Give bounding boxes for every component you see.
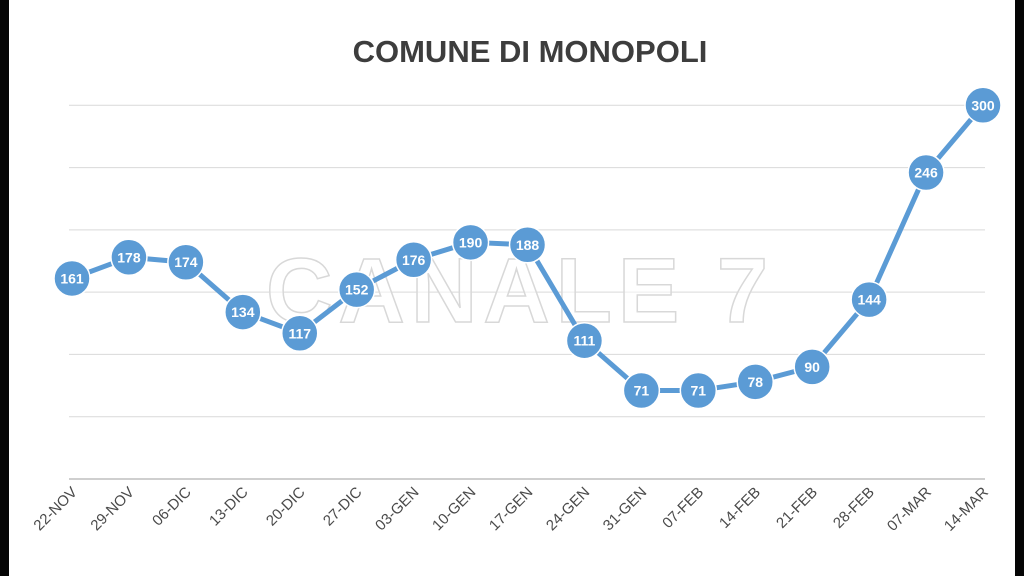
data-point-marker [622,371,661,410]
x-tick-label: 17-GEN [486,484,536,534]
x-tick-label: 29-NOV [87,484,137,534]
data-point-14-FEB: 78 [736,363,774,401]
data-point-31-GEN: 71 [622,371,661,410]
x-tick-label: 14-FEB [716,484,764,532]
x-tick-label: 13-DIC [206,484,252,530]
x-tick-label: 20-DIC [263,484,309,530]
data-point-06-DIC: 174 [167,243,205,281]
data-label: 190 [459,234,483,250]
data-point-marker [964,86,1002,125]
data-point-marker [736,363,774,401]
data-point-13-DIC: 134 [224,293,262,331]
data-point-03-GEN: 176 [394,241,433,279]
data-label: 188 [516,237,540,253]
data-point-marker [565,321,604,360]
data-label: 90 [804,359,820,375]
x-tick-labels: 22-NOV 29-NOV 06-DIC 13-DIC 20-DIC 27-DIC 03-G… [30,484,991,535]
data-point-marker [337,270,376,309]
chart-title: COMUNE DI MONOPOLI [353,34,708,69]
data-point-marker [167,243,205,281]
data-point-marker [53,259,91,298]
data-label: 178 [117,249,141,265]
data-point-marker [451,223,490,262]
x-tick-label: 06-DIC [149,484,195,530]
data-point-marker [224,293,262,331]
x-tick-label: 07-FEB [659,484,707,532]
data-label: 246 [914,165,938,181]
data-label: 174 [174,254,198,270]
x-tick-label: 03-GEN [372,484,422,534]
data-points: 161 178 174 134 117 152 176 190 188 111 71 71 78 90 14… [53,86,1002,410]
data-point-22-NOV: 161 [53,259,91,298]
data-point-marker [508,226,547,264]
x-tick-label: 14-MAR [941,484,992,535]
data-point-marker [679,371,718,410]
data-label: 176 [402,252,426,268]
data-point-marker [850,280,888,319]
data-label: 161 [60,270,84,286]
data-point-07-MAR: 246 [907,153,945,192]
data-label: 152 [345,282,369,298]
data-point-29-NOV: 178 [110,238,148,277]
data-point-marker [281,314,319,353]
x-tick-label: 10-GEN [429,484,479,534]
left-letterbox-bar [0,0,9,576]
data-point-27-DIC: 152 [337,270,376,309]
x-tick-label: 28-FEB [830,484,878,532]
data-point-10-GEN: 190 [451,223,490,262]
data-point-17-GEN: 188 [508,226,547,264]
data-label: 134 [231,304,255,320]
data-label: 71 [634,383,650,399]
x-tick-label: 21-FEB [773,484,821,532]
right-letterbox-bar [1015,0,1024,576]
data-label: 111 [574,333,596,349]
data-point-28-FEB: 144 [850,280,888,319]
x-tick-label: 27-DIC [320,484,366,530]
data-point-marker [907,153,945,192]
x-tick-label: 31-GEN [600,484,650,534]
data-label: 78 [747,374,763,390]
data-label: 300 [971,97,995,113]
data-point-21-FEB: 90 [793,348,831,386]
data-point-marker [793,348,831,386]
data-point-marker [110,238,148,277]
data-point-14-MAR: 300 [964,86,1002,125]
x-tick-label: 22-NOV [30,484,80,534]
x-tick-label: 24-GEN [543,484,593,534]
x-tick-label: 07-MAR [884,484,935,535]
data-point-marker [394,241,433,279]
data-label: 71 [691,383,707,399]
data-point-24-GEN: 111 [565,321,604,360]
data-point-20-DIC: 117 [281,314,319,353]
data-point-07-FEB: 71 [679,371,718,410]
data-label: 144 [857,292,881,308]
data-label: 117 [288,325,311,341]
